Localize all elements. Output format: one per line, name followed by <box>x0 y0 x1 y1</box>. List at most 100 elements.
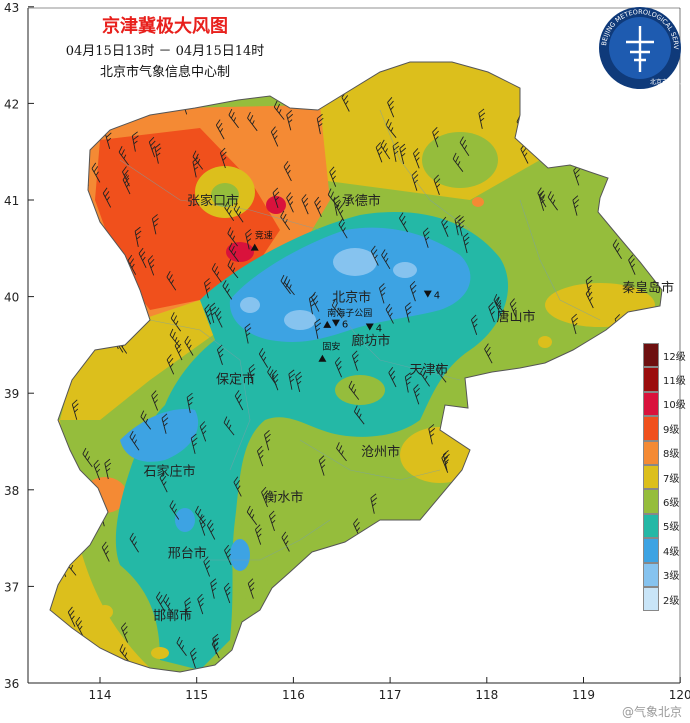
legend-item: 8级 <box>643 440 689 465</box>
wind-barb <box>71 289 82 309</box>
wind-barb <box>206 519 216 540</box>
wind-barb <box>280 210 291 231</box>
legend-label: 5级 <box>663 522 680 534</box>
wind-barb <box>413 626 420 647</box>
x-tick-label: 115 <box>185 688 208 702</box>
wind-barb <box>195 505 206 525</box>
wind-barb <box>85 315 93 337</box>
wind-barb <box>338 218 348 239</box>
wind-barb <box>140 410 152 430</box>
wind-barb <box>245 229 252 250</box>
wind-barb <box>53 218 62 239</box>
wind-barb <box>272 187 280 209</box>
wind-barb <box>267 366 277 386</box>
wind-barb <box>489 451 501 471</box>
wind-barb <box>571 313 579 335</box>
wind-barb <box>308 610 315 631</box>
legend-item: 9级 <box>643 416 689 441</box>
wind-barb <box>402 609 410 630</box>
wind-barb <box>282 598 293 618</box>
station-marker <box>423 290 432 298</box>
axes-frame <box>27 7 681 684</box>
logo-cn-text: 北京市气象局 <box>650 78 686 86</box>
wind-barb <box>388 366 397 388</box>
wind-barb <box>273 100 285 120</box>
city-label: 廊坊市 <box>351 333 390 349</box>
wind-barb <box>458 216 465 237</box>
wind-barb <box>400 603 408 624</box>
wind-barb <box>228 242 239 262</box>
legend-item: 6级 <box>643 489 689 514</box>
wind-barb <box>329 560 336 581</box>
wind-barb <box>387 97 395 118</box>
wind-barb <box>60 285 71 305</box>
legend-item: 2级 <box>643 586 689 612</box>
wind-barb <box>151 390 159 411</box>
wind-barb <box>68 525 80 545</box>
wind-barb <box>82 447 93 468</box>
wind-barb <box>397 526 406 547</box>
wind-barb <box>204 278 211 299</box>
city-label: 沧州市 <box>361 444 400 460</box>
wind-barb <box>197 593 204 615</box>
wind-barb <box>63 131 71 153</box>
wind-barb <box>381 249 391 270</box>
wind-barb <box>315 638 323 659</box>
wind-barb <box>186 392 194 414</box>
wind-barb <box>228 108 239 129</box>
wind-barb <box>156 591 165 612</box>
wind-barb <box>428 424 436 445</box>
station-marker <box>323 320 332 328</box>
city-label: 秦皇岛市 <box>622 280 674 296</box>
wind-barb <box>283 160 292 182</box>
map-title: 京津冀极大风图 <box>102 16 228 37</box>
wind-barb <box>227 259 239 279</box>
wind-barb <box>607 126 616 147</box>
wind-barb <box>540 467 548 489</box>
wind-barb <box>331 299 343 319</box>
wind-barb <box>499 511 508 532</box>
wind-barb <box>295 371 303 393</box>
wind-barb <box>219 147 227 169</box>
wind-barb <box>573 165 580 186</box>
wind-barb <box>574 606 585 626</box>
wind-barb <box>93 459 101 481</box>
wind-barb <box>214 307 223 328</box>
x-tick-label: 119 <box>572 688 595 702</box>
legend-swatch <box>643 440 659 465</box>
wind-barb <box>433 174 441 195</box>
wind-barb <box>470 314 478 335</box>
wind-barb <box>247 111 258 132</box>
wind-barb <box>442 550 452 571</box>
wind-barb <box>286 192 294 213</box>
wind-barb <box>316 113 324 135</box>
wind-barb <box>353 405 365 425</box>
city-label: 邯郸市 <box>153 608 192 624</box>
wind-barb <box>233 476 242 497</box>
legend-label: 8级 <box>663 449 680 461</box>
wind-barb <box>184 335 194 356</box>
watermark: @气象北京 <box>621 705 682 719</box>
wind-barb <box>281 531 290 552</box>
legend-swatch <box>643 367 659 392</box>
city-label: 张家口市 <box>187 193 239 209</box>
wind-barb <box>107 247 118 267</box>
wind-barb <box>413 384 420 405</box>
wind-barb <box>556 466 566 487</box>
legend-item: 10级 <box>643 391 689 417</box>
axis-tick-labels: 114 115 116 117 118 119 120 43 42 41 40 39 38 37 36 <box>4 1 690 702</box>
wind-barb <box>508 436 516 457</box>
x-tick-label: 116 <box>282 688 305 702</box>
wind-barb <box>585 275 593 297</box>
wind-barb <box>560 602 568 623</box>
station-value: 4 <box>434 291 440 302</box>
wind-barb <box>166 270 177 291</box>
wind-barb <box>432 126 439 148</box>
wind-barb <box>247 578 255 599</box>
wind-barb <box>353 518 361 539</box>
station-label: 竞速 <box>255 230 273 242</box>
y-tick-label: 38 <box>4 484 19 498</box>
station-marker <box>365 323 374 331</box>
wind-barb <box>224 544 232 566</box>
